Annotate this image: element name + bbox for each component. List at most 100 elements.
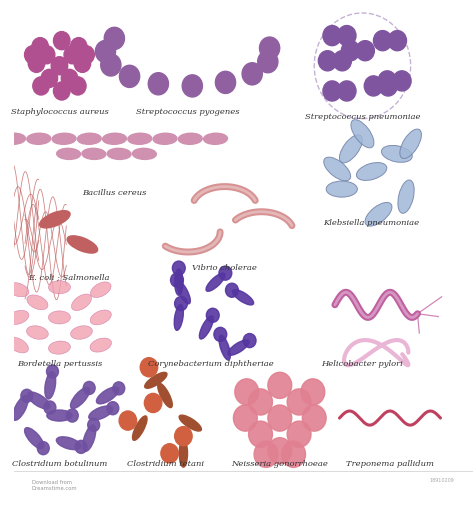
Circle shape <box>287 389 311 415</box>
Ellipse shape <box>356 163 387 181</box>
Circle shape <box>64 46 81 65</box>
Circle shape <box>374 31 392 52</box>
Circle shape <box>215 72 236 94</box>
Ellipse shape <box>71 388 90 409</box>
Circle shape <box>379 77 397 97</box>
Circle shape <box>378 72 396 92</box>
Ellipse shape <box>326 182 357 198</box>
Circle shape <box>393 72 411 92</box>
Ellipse shape <box>57 149 81 160</box>
Text: Vibrio cholerae: Vibrio cholerae <box>192 264 257 272</box>
Ellipse shape <box>200 316 213 339</box>
Ellipse shape <box>96 387 119 404</box>
Ellipse shape <box>400 130 421 159</box>
Circle shape <box>140 358 158 377</box>
Circle shape <box>37 442 49 455</box>
Circle shape <box>41 70 58 88</box>
Circle shape <box>54 32 70 50</box>
Circle shape <box>356 41 374 62</box>
Ellipse shape <box>145 373 167 388</box>
Circle shape <box>66 409 78 422</box>
Text: Download from
Dreamstime.com: Download from Dreamstime.com <box>32 480 78 490</box>
Ellipse shape <box>206 274 225 292</box>
Circle shape <box>44 401 56 414</box>
Ellipse shape <box>89 406 113 420</box>
Circle shape <box>61 70 78 88</box>
Circle shape <box>319 52 337 72</box>
Ellipse shape <box>27 295 48 310</box>
Ellipse shape <box>8 283 29 297</box>
Ellipse shape <box>25 428 44 449</box>
Circle shape <box>182 76 202 98</box>
Text: Streptococcus pyogenes: Streptococcus pyogenes <box>136 108 240 116</box>
Circle shape <box>25 46 41 65</box>
Circle shape <box>119 66 140 88</box>
Ellipse shape <box>67 236 98 254</box>
Ellipse shape <box>1 134 26 145</box>
Circle shape <box>254 441 278 468</box>
Ellipse shape <box>45 372 55 399</box>
Text: Neisseria gonorrhoeae: Neisseria gonorrhoeae <box>231 460 328 468</box>
Ellipse shape <box>174 270 183 296</box>
Ellipse shape <box>8 338 28 353</box>
Circle shape <box>46 365 58 378</box>
Ellipse shape <box>90 311 111 325</box>
Circle shape <box>226 284 238 298</box>
Circle shape <box>161 444 178 463</box>
Text: E. coli ; Salmonella: E. coli ; Salmonella <box>28 274 109 282</box>
Circle shape <box>214 328 227 342</box>
Ellipse shape <box>83 425 96 451</box>
Circle shape <box>54 83 70 101</box>
Text: Klebsiella pneumoniae: Klebsiella pneumoniae <box>324 218 419 226</box>
Ellipse shape <box>339 135 363 164</box>
Circle shape <box>101 55 121 77</box>
Ellipse shape <box>27 326 48 340</box>
Ellipse shape <box>233 290 254 306</box>
Ellipse shape <box>128 134 152 145</box>
Circle shape <box>33 78 49 96</box>
Circle shape <box>364 77 383 97</box>
Text: Treponema pallidum: Treponema pallidum <box>346 460 434 468</box>
Circle shape <box>51 58 68 76</box>
Circle shape <box>248 421 273 447</box>
Ellipse shape <box>365 203 392 227</box>
Circle shape <box>145 393 162 413</box>
Circle shape <box>268 405 292 431</box>
Text: Bordetella pertussis: Bordetella pertussis <box>17 359 102 367</box>
Circle shape <box>233 405 257 431</box>
Ellipse shape <box>56 437 81 450</box>
Circle shape <box>104 28 125 50</box>
Ellipse shape <box>382 146 412 163</box>
Circle shape <box>242 64 262 86</box>
Circle shape <box>38 46 55 65</box>
Ellipse shape <box>204 134 228 145</box>
Ellipse shape <box>40 211 70 228</box>
Ellipse shape <box>158 383 172 408</box>
Circle shape <box>78 46 94 65</box>
Circle shape <box>219 267 232 281</box>
Circle shape <box>71 38 87 57</box>
Text: Streptococcus pneumoniae: Streptococcus pneumoniae <box>305 113 420 121</box>
Circle shape <box>258 52 278 74</box>
Circle shape <box>32 38 48 57</box>
Ellipse shape <box>72 294 91 311</box>
Ellipse shape <box>324 158 351 181</box>
Text: 18910209: 18910209 <box>429 478 454 482</box>
Ellipse shape <box>52 134 76 145</box>
Circle shape <box>70 78 86 96</box>
Ellipse shape <box>48 311 71 324</box>
Circle shape <box>88 419 100 432</box>
Ellipse shape <box>228 340 249 356</box>
Text: Clostridium tetani: Clostridium tetani <box>127 460 203 468</box>
Circle shape <box>173 262 185 276</box>
Circle shape <box>174 427 192 446</box>
Circle shape <box>119 411 137 430</box>
Ellipse shape <box>47 410 72 421</box>
Ellipse shape <box>102 134 127 145</box>
Circle shape <box>323 26 341 46</box>
Circle shape <box>206 309 219 323</box>
Ellipse shape <box>107 149 131 160</box>
Ellipse shape <box>91 282 111 298</box>
Circle shape <box>323 82 341 102</box>
Circle shape <box>268 373 292 398</box>
